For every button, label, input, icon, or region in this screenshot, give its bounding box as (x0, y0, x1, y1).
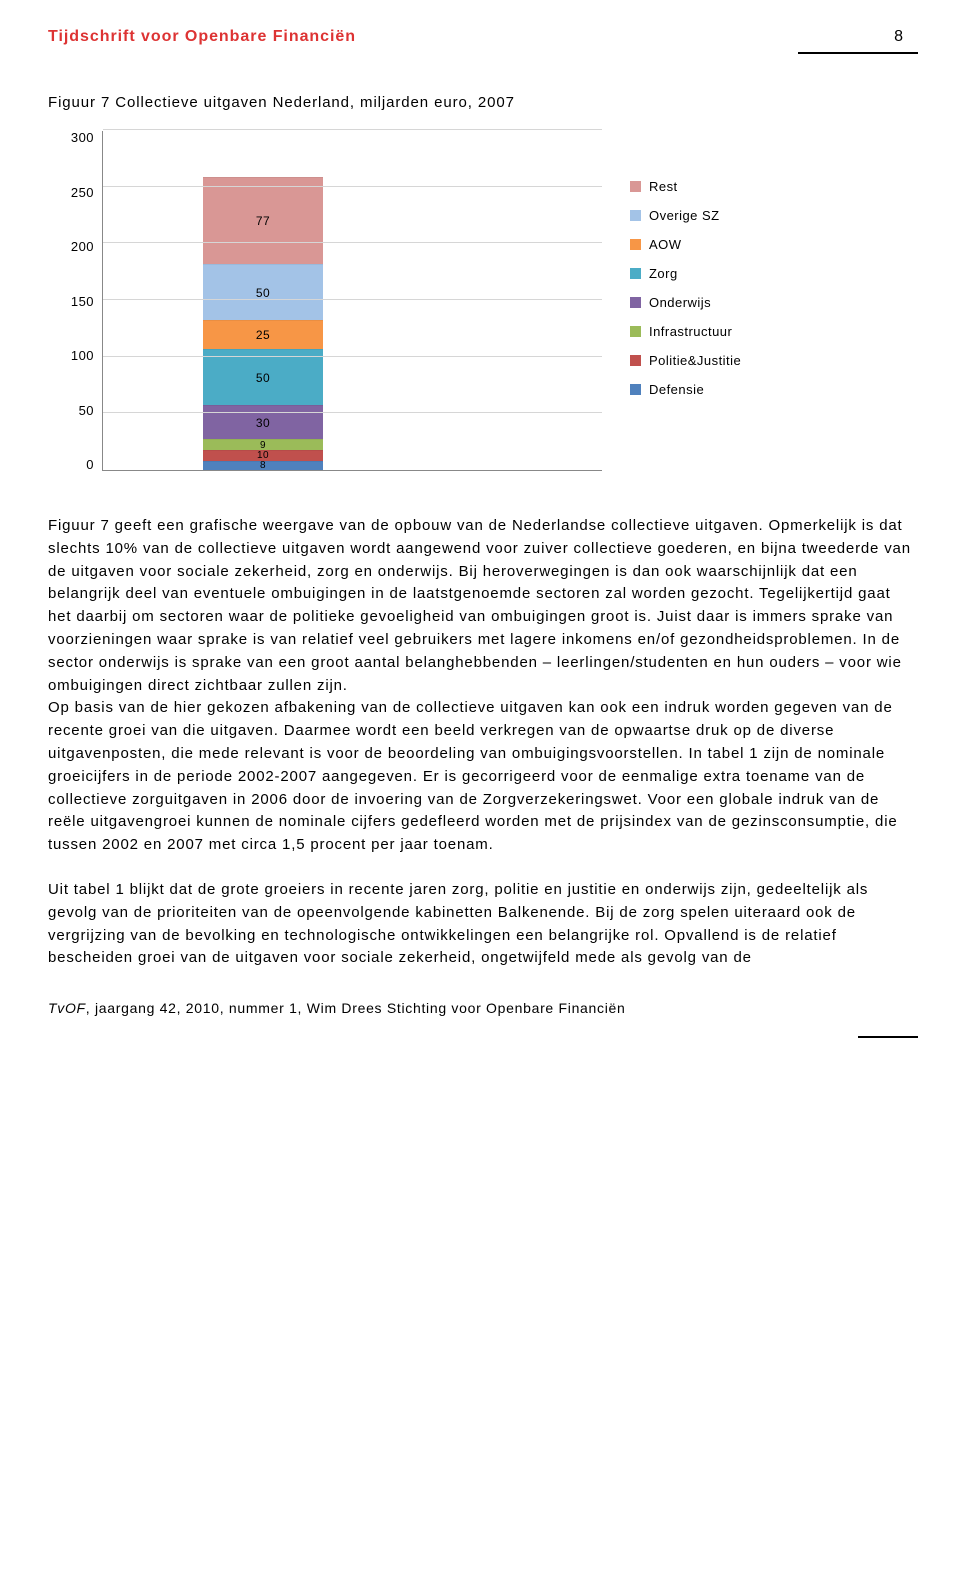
bar-segment: 77 (203, 177, 323, 264)
chart-area: 300 250 200 150 100 50 0 8109 30 50 25 50 77 Rest Ov… (48, 131, 912, 471)
paragraph-2: Op basis van de hier gekozen afbakening … (48, 697, 912, 857)
legend-label: Rest (649, 179, 678, 194)
legend-item: Rest (630, 179, 741, 194)
grid-line (103, 356, 602, 357)
legend-item: Onderwijs (630, 295, 741, 310)
footer-italic: TvOF (48, 1000, 86, 1016)
footer-rest: , jaargang 42, 2010, nummer 1, Wim Drees… (86, 1000, 626, 1016)
page-number: 8 (894, 28, 904, 45)
paragraph-1: Figuur 7 geeft een grafische weergave va… (48, 515, 912, 697)
legend-swatch (630, 181, 641, 192)
body-text: Figuur 7 geeft een grafische weergave va… (48, 515, 912, 970)
legend-label: AOW (649, 237, 682, 252)
chart-legend: Rest Overige SZ AOW Zorg Onderwijs Infrastruc… (630, 179, 741, 411)
bottom-edge-line (858, 1036, 918, 1038)
bar-segment-label: 50 (256, 371, 270, 385)
legend-label: Onderwijs (649, 295, 711, 310)
header-underline (798, 52, 918, 54)
bar-segment-label: 50 (256, 286, 270, 300)
legend-swatch (630, 239, 641, 250)
bar-segment: 30 (203, 405, 323, 439)
legend-swatch (630, 297, 641, 308)
y-tick: 100 (60, 349, 94, 362)
bar-stack: 8109 30 50 25 50 77 (203, 177, 323, 470)
plot-frame: 8109 30 50 25 50 77 (102, 131, 602, 471)
paragraph-3: Uit tabel 1 blijkt dat de grote groeiers… (48, 879, 912, 970)
legend-swatch (630, 326, 641, 337)
legend-label: Defensie (649, 382, 704, 397)
bottom-edge (48, 1022, 912, 1038)
bar-segment-label: 8 (260, 460, 266, 471)
bar-segment-label: 77 (256, 214, 270, 228)
y-tick: 150 (60, 295, 94, 308)
page-header: Tijdschrift voor Openbare Financiën 8 (48, 28, 912, 52)
y-tick: 250 (60, 186, 94, 199)
journal-title: Tijdschrift voor Openbare Financiën (48, 28, 356, 46)
legend-label: Zorg (649, 266, 678, 281)
bar-segment: 25 (203, 320, 323, 348)
figure-caption: Figuur 7 Collectieve uitgaven Nederland,… (48, 94, 912, 111)
y-tick: 200 (60, 240, 94, 253)
legend-item: Zorg (630, 266, 741, 281)
grid-line (103, 129, 602, 130)
bar-segment-label: 25 (256, 328, 270, 342)
y-axis: 300 250 200 150 100 50 0 (60, 131, 94, 471)
bar-segment: 50 (203, 349, 323, 406)
grid-line (103, 186, 602, 187)
y-tick: 50 (60, 404, 94, 417)
legend-label: Politie&Justitie (649, 353, 741, 368)
legend-swatch (630, 384, 641, 395)
y-tick: 300 (60, 131, 94, 144)
legend-label: Overige SZ (649, 208, 720, 223)
legend-item: Politie&Justitie (630, 353, 741, 368)
legend-swatch (630, 355, 641, 366)
legend-item: Infrastructuur (630, 324, 741, 339)
legend-item: Overige SZ (630, 208, 741, 223)
legend-swatch (630, 268, 641, 279)
legend-item: AOW (630, 237, 741, 252)
page: Tijdschrift voor Openbare Financiën 8 Fi… (0, 0, 960, 1078)
legend-label: Infrastructuur (649, 324, 732, 339)
grid-line (103, 412, 602, 413)
bar-segment-label: 10 (257, 450, 269, 461)
bar-segment: 50 (203, 264, 323, 321)
grid-line (103, 299, 602, 300)
y-tick: 0 (60, 458, 94, 471)
grid-line (103, 242, 602, 243)
legend-swatch (630, 210, 641, 221)
page-number-wrap: 8 (894, 28, 912, 52)
bar-segment: 8 (203, 461, 323, 470)
legend-item: Defensie (630, 382, 741, 397)
bar-segment-label: 30 (256, 416, 270, 430)
bar-segment: 10 (203, 450, 323, 461)
footer-citation: TvOF, jaargang 42, 2010, nummer 1, Wim D… (48, 1000, 912, 1016)
bar-segment: 9 (203, 439, 323, 449)
